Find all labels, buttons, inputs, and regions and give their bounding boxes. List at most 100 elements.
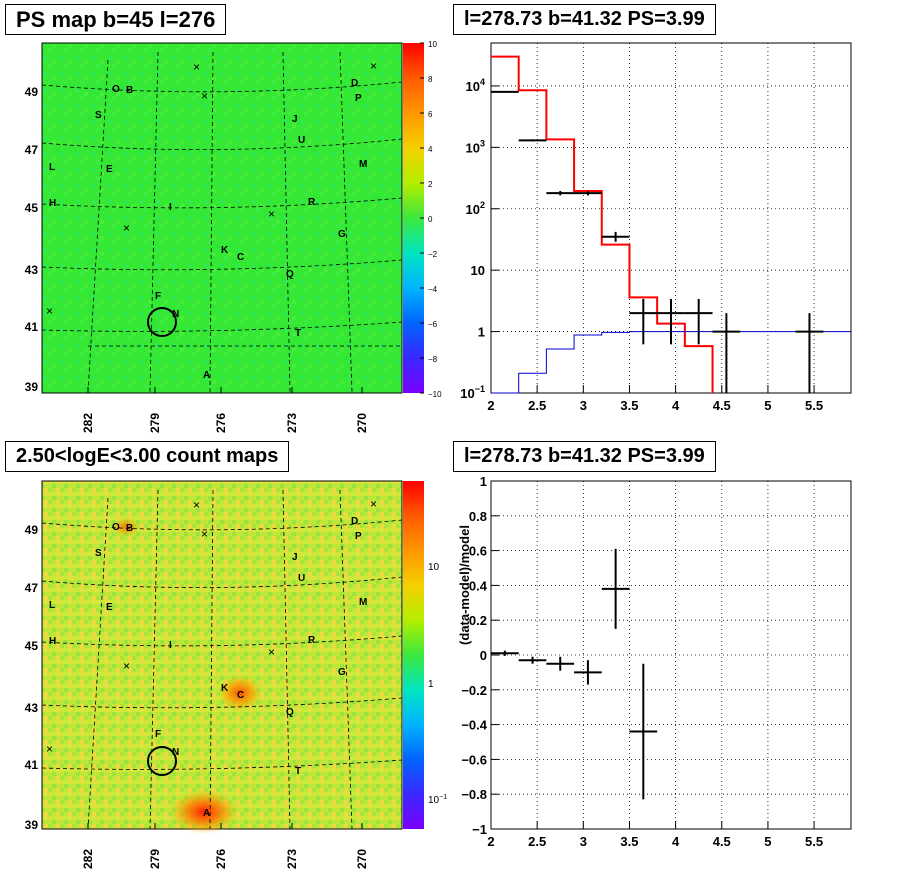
y-tick-label: −0.6	[461, 752, 487, 767]
source-label-s: S	[95, 110, 102, 121]
count-cbar-tick-01-exp: −1	[439, 794, 447, 801]
ps-map-y-tick-label: 45	[25, 201, 39, 215]
y-tick-label: 0	[480, 648, 487, 663]
ps-map-x-tick-label: 279	[148, 413, 162, 433]
catalog-cross-marker: ×	[370, 497, 377, 511]
source-label-b: B	[126, 85, 133, 96]
y-tick-label-base: 1	[478, 325, 485, 340]
y-tick-label-exp: −1	[475, 384, 485, 394]
source-label-i: I	[169, 640, 172, 651]
ps-map-y-axis: 494745434139	[25, 85, 39, 394]
count-map-y-tick-label: 41	[25, 758, 39, 772]
count-cbar-tick-01: 10−1	[428, 794, 447, 806]
y-tick-label: 10−1	[460, 384, 485, 401]
ps-cbar-tick-label: 0	[428, 215, 433, 224]
residual-axes: 2 2.5 3 3.5 4 4.5 5 5.5 −1 −0.8 −0.6 −0.4 −0.2 0 0.2 0.…	[461, 474, 851, 849]
source-label-k: K	[221, 245, 229, 256]
source-label-l: L	[49, 162, 55, 173]
count-map-image	[42, 481, 402, 829]
count-colorbar	[403, 481, 424, 829]
ps-cbar-tick-label: −4	[428, 285, 438, 294]
count-map-x-tick-label: 270	[355, 849, 369, 869]
x-tick-label: 4.5	[713, 398, 731, 413]
count-map-x-axis: 282 279 276 273 270	[81, 823, 369, 869]
count-map-panel: O BDPS JUL E MH I RGKCQFNTA×××××× 494745434139…	[25, 481, 448, 869]
x-tick-label: 3.5	[620, 834, 638, 849]
count-map-y-tick-label: 43	[25, 701, 39, 715]
x-tick-label: 3	[580, 398, 587, 413]
residual-plot: 2 2.5 3 3.5 4 4.5 5 5.5−1−0.8−0.6−0.4−0.200.20.…	[457, 474, 851, 849]
count-map-y-axis: 494745434139	[25, 523, 39, 832]
source-label-t: T	[295, 766, 301, 777]
count-cbar-tick-10: 10	[428, 562, 440, 573]
ps-cbar-tick-label: 6	[428, 110, 433, 119]
x-tick-label: 2	[487, 398, 494, 413]
y-tick-label-exp: 3	[480, 138, 485, 148]
x-tick-label: 5	[764, 398, 771, 413]
catalog-cross-marker: ×	[123, 659, 130, 673]
source-label-q: Q	[286, 707, 294, 718]
ps-cbar-tick-label: 2	[428, 180, 433, 189]
source-label-d: D	[351, 78, 358, 89]
y-tick-label-exp: 4	[480, 77, 485, 87]
y-tick-label: −0.4	[461, 718, 487, 733]
source-label-o: O	[112, 84, 120, 95]
ps-map-y-tick-label: 47	[25, 143, 39, 157]
source-label-q: Q	[286, 269, 294, 280]
count-map-x-tick-label: 279	[148, 849, 162, 869]
source-label-a: A	[203, 370, 210, 381]
x-tick-label: 4	[672, 834, 680, 849]
count-map-y-tick-label: 49	[25, 523, 39, 537]
source-label-g: G	[338, 229, 346, 240]
source-label-i: I	[169, 202, 172, 213]
source-label-f: F	[155, 729, 161, 740]
ps-map-x-tick-label: 276	[214, 413, 228, 433]
catalog-cross-marker: ×	[46, 304, 53, 318]
count-map-x-tick-label: 276	[214, 849, 228, 869]
y-tick-label: 103	[466, 138, 485, 155]
catalog-cross-marker: ×	[46, 742, 53, 756]
ps-map-panel: O BDPS JUL E MH I RGKCQFNTA×××××× 494745434139…	[25, 40, 442, 433]
catalog-cross-marker: ×	[193, 498, 200, 512]
figure-canvas: O BDPS JUL E MH I RGKCQFNTA×××××× 494745434139…	[0, 0, 898, 875]
y-tick-label: 1	[478, 325, 485, 340]
y-tick-label-base: 10	[471, 263, 485, 278]
ps-map-y-tick-label: 41	[25, 320, 39, 334]
catalog-cross-marker: ×	[370, 59, 377, 73]
x-tick-label: 2.5	[528, 834, 546, 849]
x-tick-label: 2	[487, 834, 494, 849]
source-label-p: P	[355, 531, 362, 542]
source-label-l: L	[49, 600, 55, 611]
ps-cbar-tick-label: −8	[428, 355, 438, 364]
catalog-cross-marker: ×	[201, 89, 208, 103]
catalog-cross-marker: ×	[268, 645, 275, 659]
y-tick-label-base: 10	[466, 140, 480, 155]
x-tick-label: 5.5	[805, 834, 823, 849]
count-map-y-tick-label: 45	[25, 639, 39, 653]
ps-map-x-tick-label: 273	[285, 413, 299, 433]
y-tick-label-base: 10	[460, 386, 474, 401]
catalog-cross-marker: ×	[201, 527, 208, 541]
source-label-h: H	[49, 198, 56, 209]
ps-cbar-tick-label: 10	[428, 40, 437, 49]
source-label-m: M	[359, 597, 367, 608]
y-tick-label-base: 10	[466, 202, 480, 217]
ps-map-x-tick-label: 282	[81, 413, 95, 433]
y-tick-label: −0.2	[461, 683, 487, 698]
y-tick-label: −0.8	[461, 787, 487, 802]
source-label-s: S	[95, 548, 102, 559]
x-tick-label: 5	[764, 834, 771, 849]
x-tick-label: 4.5	[713, 834, 731, 849]
x-tick-label: 4	[672, 398, 680, 413]
ps-map-y-tick-label: 39	[25, 380, 39, 394]
y-tick-label: 102	[466, 200, 485, 217]
source-label-a: A	[203, 808, 210, 819]
catalog-cross-marker: ×	[123, 221, 130, 235]
source-label-d: D	[351, 516, 358, 527]
ps-cbar-tick-label: −6	[428, 320, 438, 329]
residual-ylabel: (data-model)/model	[457, 525, 472, 645]
y-tick-label-exp: 2	[480, 200, 485, 210]
source-label-t: T	[295, 328, 301, 339]
source-label-j: J	[292, 552, 298, 563]
source-label-g: G	[338, 667, 346, 678]
